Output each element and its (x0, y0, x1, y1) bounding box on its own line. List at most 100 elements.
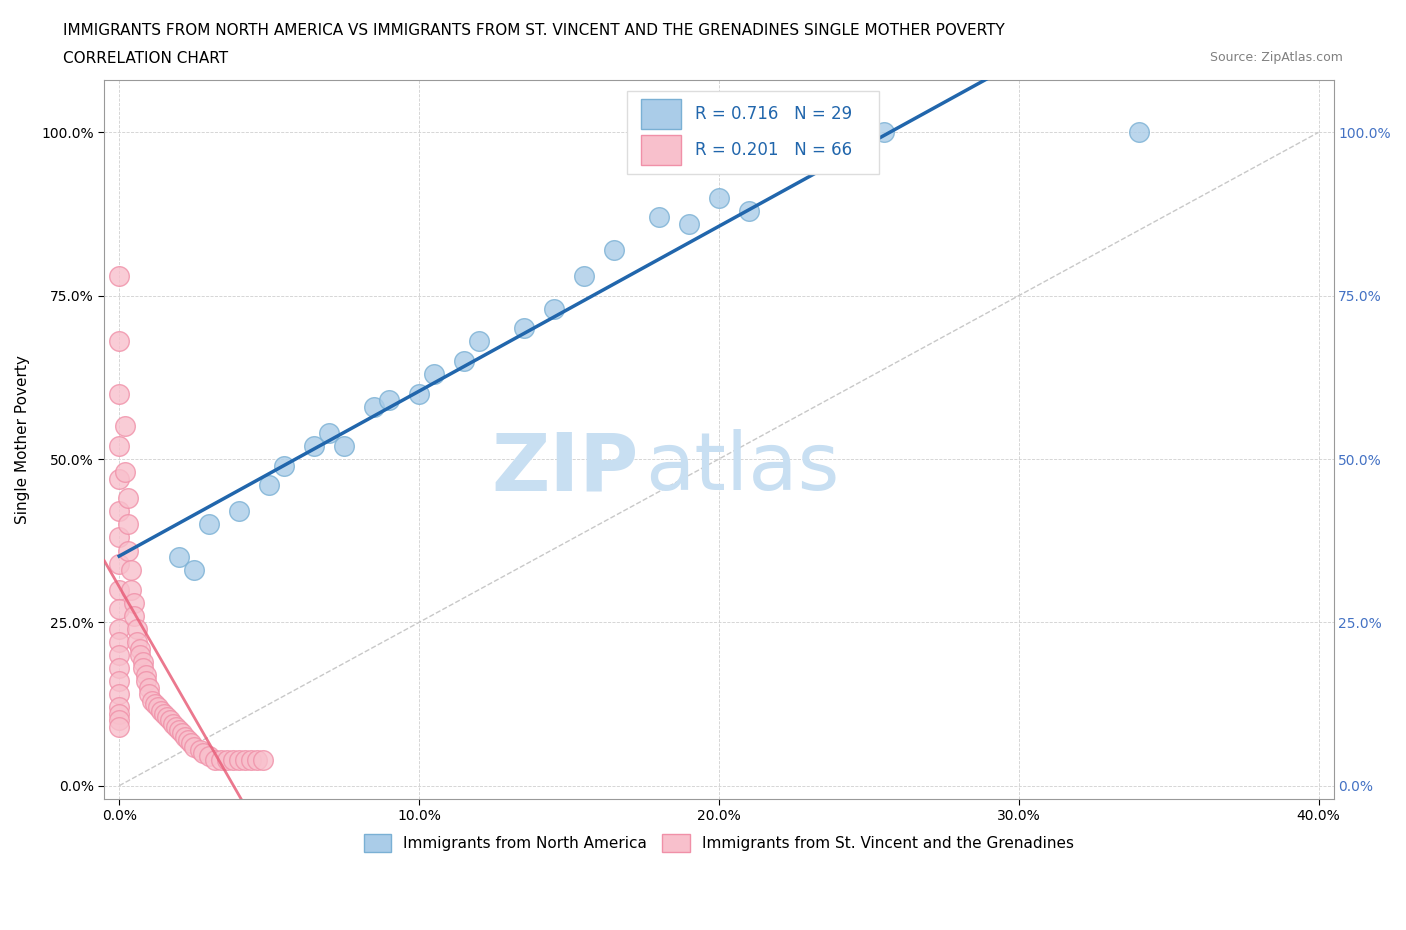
Point (162, 716, 184, 731)
Point (132, 654, 155, 669)
Point (378, 392, 401, 407)
Point (188, 742, 211, 757)
Point (172, 726, 194, 741)
Point (132, 660, 155, 675)
Point (167, 550, 190, 565)
Point (114, 418, 136, 433)
Point (707, 191, 730, 206)
Text: IMMIGRANTS FROM NORTH AMERICA VS IMMIGRANTS FROM ST. VINCENT AND THE GRENADINES : IMMIGRANTS FROM NORTH AMERICA VS IMMIGRA… (63, 23, 1005, 38)
Point (273, 458, 295, 473)
Legend: Immigrants from North America, Immigrants from St. Vincent and the Grenadines: Immigrants from North America, Immigrant… (356, 827, 1081, 859)
Point (108, 720, 131, 735)
Text: R = 0.201   N = 66: R = 0.201 N = 66 (696, 140, 852, 159)
Point (138, 681, 160, 696)
Point (108, 530, 131, 545)
Bar (641, 135, 681, 165)
Point (543, 301, 565, 316)
Text: atlas: atlas (645, 430, 839, 507)
Point (141, 694, 163, 709)
Point (873, 125, 896, 140)
Point (108, 504, 131, 519)
Point (143, 697, 166, 711)
Point (204, 752, 226, 767)
Point (108, 707, 131, 722)
Point (828, 125, 851, 140)
Point (108, 687, 131, 702)
Point (108, 700, 131, 715)
Point (108, 621, 131, 636)
Text: CORRELATION CHART: CORRELATION CHART (63, 51, 228, 66)
Text: R = 0.716   N = 29: R = 0.716 N = 29 (696, 105, 852, 123)
Point (108, 556, 131, 571)
Point (252, 752, 274, 767)
Point (453, 353, 475, 368)
Point (108, 439, 131, 454)
FancyBboxPatch shape (627, 91, 879, 174)
Point (108, 582, 131, 597)
Point (117, 491, 139, 506)
Point (138, 687, 160, 702)
Point (513, 321, 536, 336)
Point (165, 720, 187, 735)
Point (127, 621, 149, 636)
Point (156, 710, 179, 724)
Point (129, 647, 152, 662)
Point (117, 543, 139, 558)
Point (108, 647, 131, 662)
Point (603, 243, 626, 258)
Point (108, 673, 131, 688)
Text: Source: ZipAtlas.com: Source: ZipAtlas.com (1209, 51, 1343, 64)
Point (423, 366, 446, 381)
Point (127, 634, 149, 649)
Point (228, 504, 250, 519)
Point (159, 713, 181, 728)
Point (114, 465, 136, 480)
Point (363, 399, 385, 414)
Point (150, 703, 173, 718)
Point (146, 700, 169, 715)
Point (198, 749, 221, 764)
Point (198, 517, 221, 532)
Point (180, 736, 202, 751)
Point (408, 386, 430, 401)
Point (108, 386, 131, 401)
Point (228, 752, 250, 767)
Point (233, 752, 256, 767)
Point (117, 517, 139, 532)
Point (209, 752, 232, 767)
Point (122, 595, 145, 610)
Point (108, 269, 131, 284)
Point (222, 752, 245, 767)
Point (302, 439, 325, 454)
Point (120, 582, 142, 597)
Point (738, 204, 761, 219)
Point (177, 733, 200, 748)
Point (122, 608, 145, 623)
Point (257, 478, 280, 493)
Point (183, 563, 205, 578)
Point (858, 125, 880, 140)
Point (858, 125, 880, 140)
Point (1128, 125, 1150, 140)
Point (648, 210, 671, 225)
Point (108, 472, 131, 486)
Bar (641, 99, 681, 129)
Point (240, 752, 263, 767)
Point (108, 334, 131, 349)
Point (183, 739, 205, 754)
Point (572, 269, 595, 284)
Point (191, 746, 214, 761)
Point (129, 641, 152, 656)
Point (108, 634, 131, 649)
Point (318, 426, 340, 441)
Point (153, 707, 176, 722)
Point (246, 752, 269, 767)
Point (135, 673, 157, 688)
Point (842, 125, 865, 140)
Point (135, 667, 157, 682)
Point (108, 660, 131, 675)
Text: ZIP: ZIP (492, 430, 638, 507)
Point (108, 713, 131, 728)
Point (217, 752, 239, 767)
Point (120, 563, 142, 578)
